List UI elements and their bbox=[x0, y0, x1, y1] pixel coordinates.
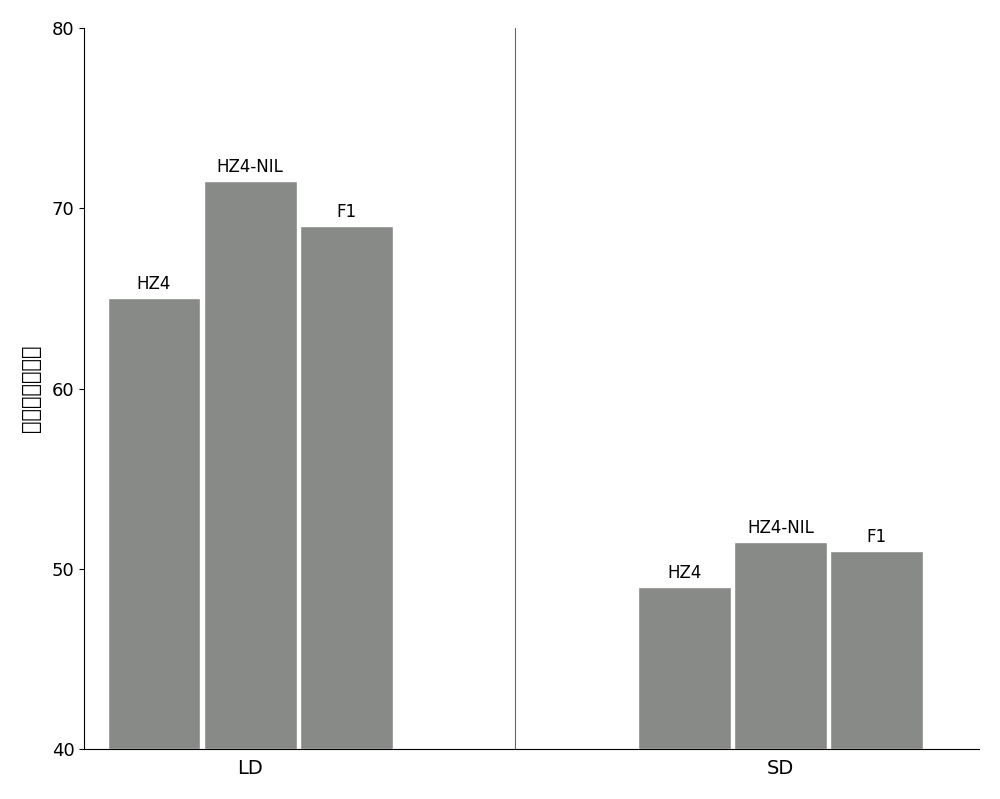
Bar bbox=[300, 226, 393, 749]
Text: HZ4-NIL: HZ4-NIL bbox=[217, 157, 284, 176]
Bar bbox=[734, 542, 827, 749]
Bar bbox=[204, 181, 297, 749]
Bar bbox=[830, 551, 923, 749]
Bar bbox=[108, 299, 200, 749]
Text: F1: F1 bbox=[336, 203, 356, 221]
Text: HZ4: HZ4 bbox=[667, 563, 701, 582]
Y-axis label: 出苗到散粉天数: 出苗到散粉天数 bbox=[21, 345, 41, 432]
Text: HZ4: HZ4 bbox=[137, 275, 171, 293]
Bar bbox=[638, 587, 731, 749]
Text: HZ4-NIL: HZ4-NIL bbox=[747, 519, 814, 537]
Text: F1: F1 bbox=[866, 527, 886, 546]
